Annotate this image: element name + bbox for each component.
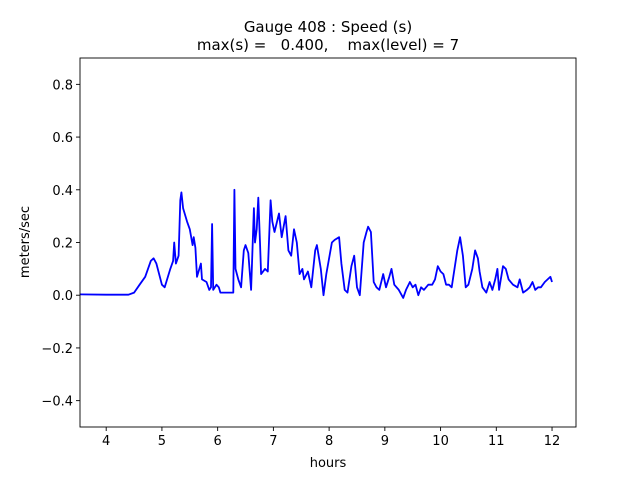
x-tick-label: 7	[269, 434, 277, 449]
plot-area: 4 5 6 7 8 9 10 11 12 −0.4 −0.2 0.0 0.2 0.4 0.6 0.8	[41, 57, 577, 449]
y-tick-label: 0.0	[52, 289, 73, 304]
y-tick-label: −0.2	[41, 342, 73, 357]
y-tick-label: 0.6	[52, 131, 73, 146]
x-tick-label: 5	[158, 434, 166, 449]
chart-subtitle: max(s) = 0.400, max(level) = 7	[197, 36, 459, 54]
x-tick-label: 8	[325, 434, 333, 449]
y-tick-label: −0.4	[41, 395, 73, 410]
x-tick-label: 12	[544, 434, 561, 449]
y-tick-label: 0.2	[52, 237, 73, 252]
x-tick-label: 10	[432, 434, 449, 449]
series-line-speed	[79, 188, 553, 299]
x-axis-label: hours	[310, 456, 347, 471]
y-tick-label: 0.8	[52, 78, 73, 93]
y-axis-label: meters/sec	[18, 206, 33, 278]
axes-frame	[79, 57, 577, 428]
chart-title: Gauge 408 : Speed (s)	[244, 18, 412, 36]
x-tick-label: 9	[381, 434, 389, 449]
x-tick-label: 4	[102, 434, 110, 449]
x-tick-label: 11	[488, 434, 505, 449]
y-tick-label: 0.4	[52, 184, 73, 199]
x-tick-label: 6	[214, 434, 222, 449]
